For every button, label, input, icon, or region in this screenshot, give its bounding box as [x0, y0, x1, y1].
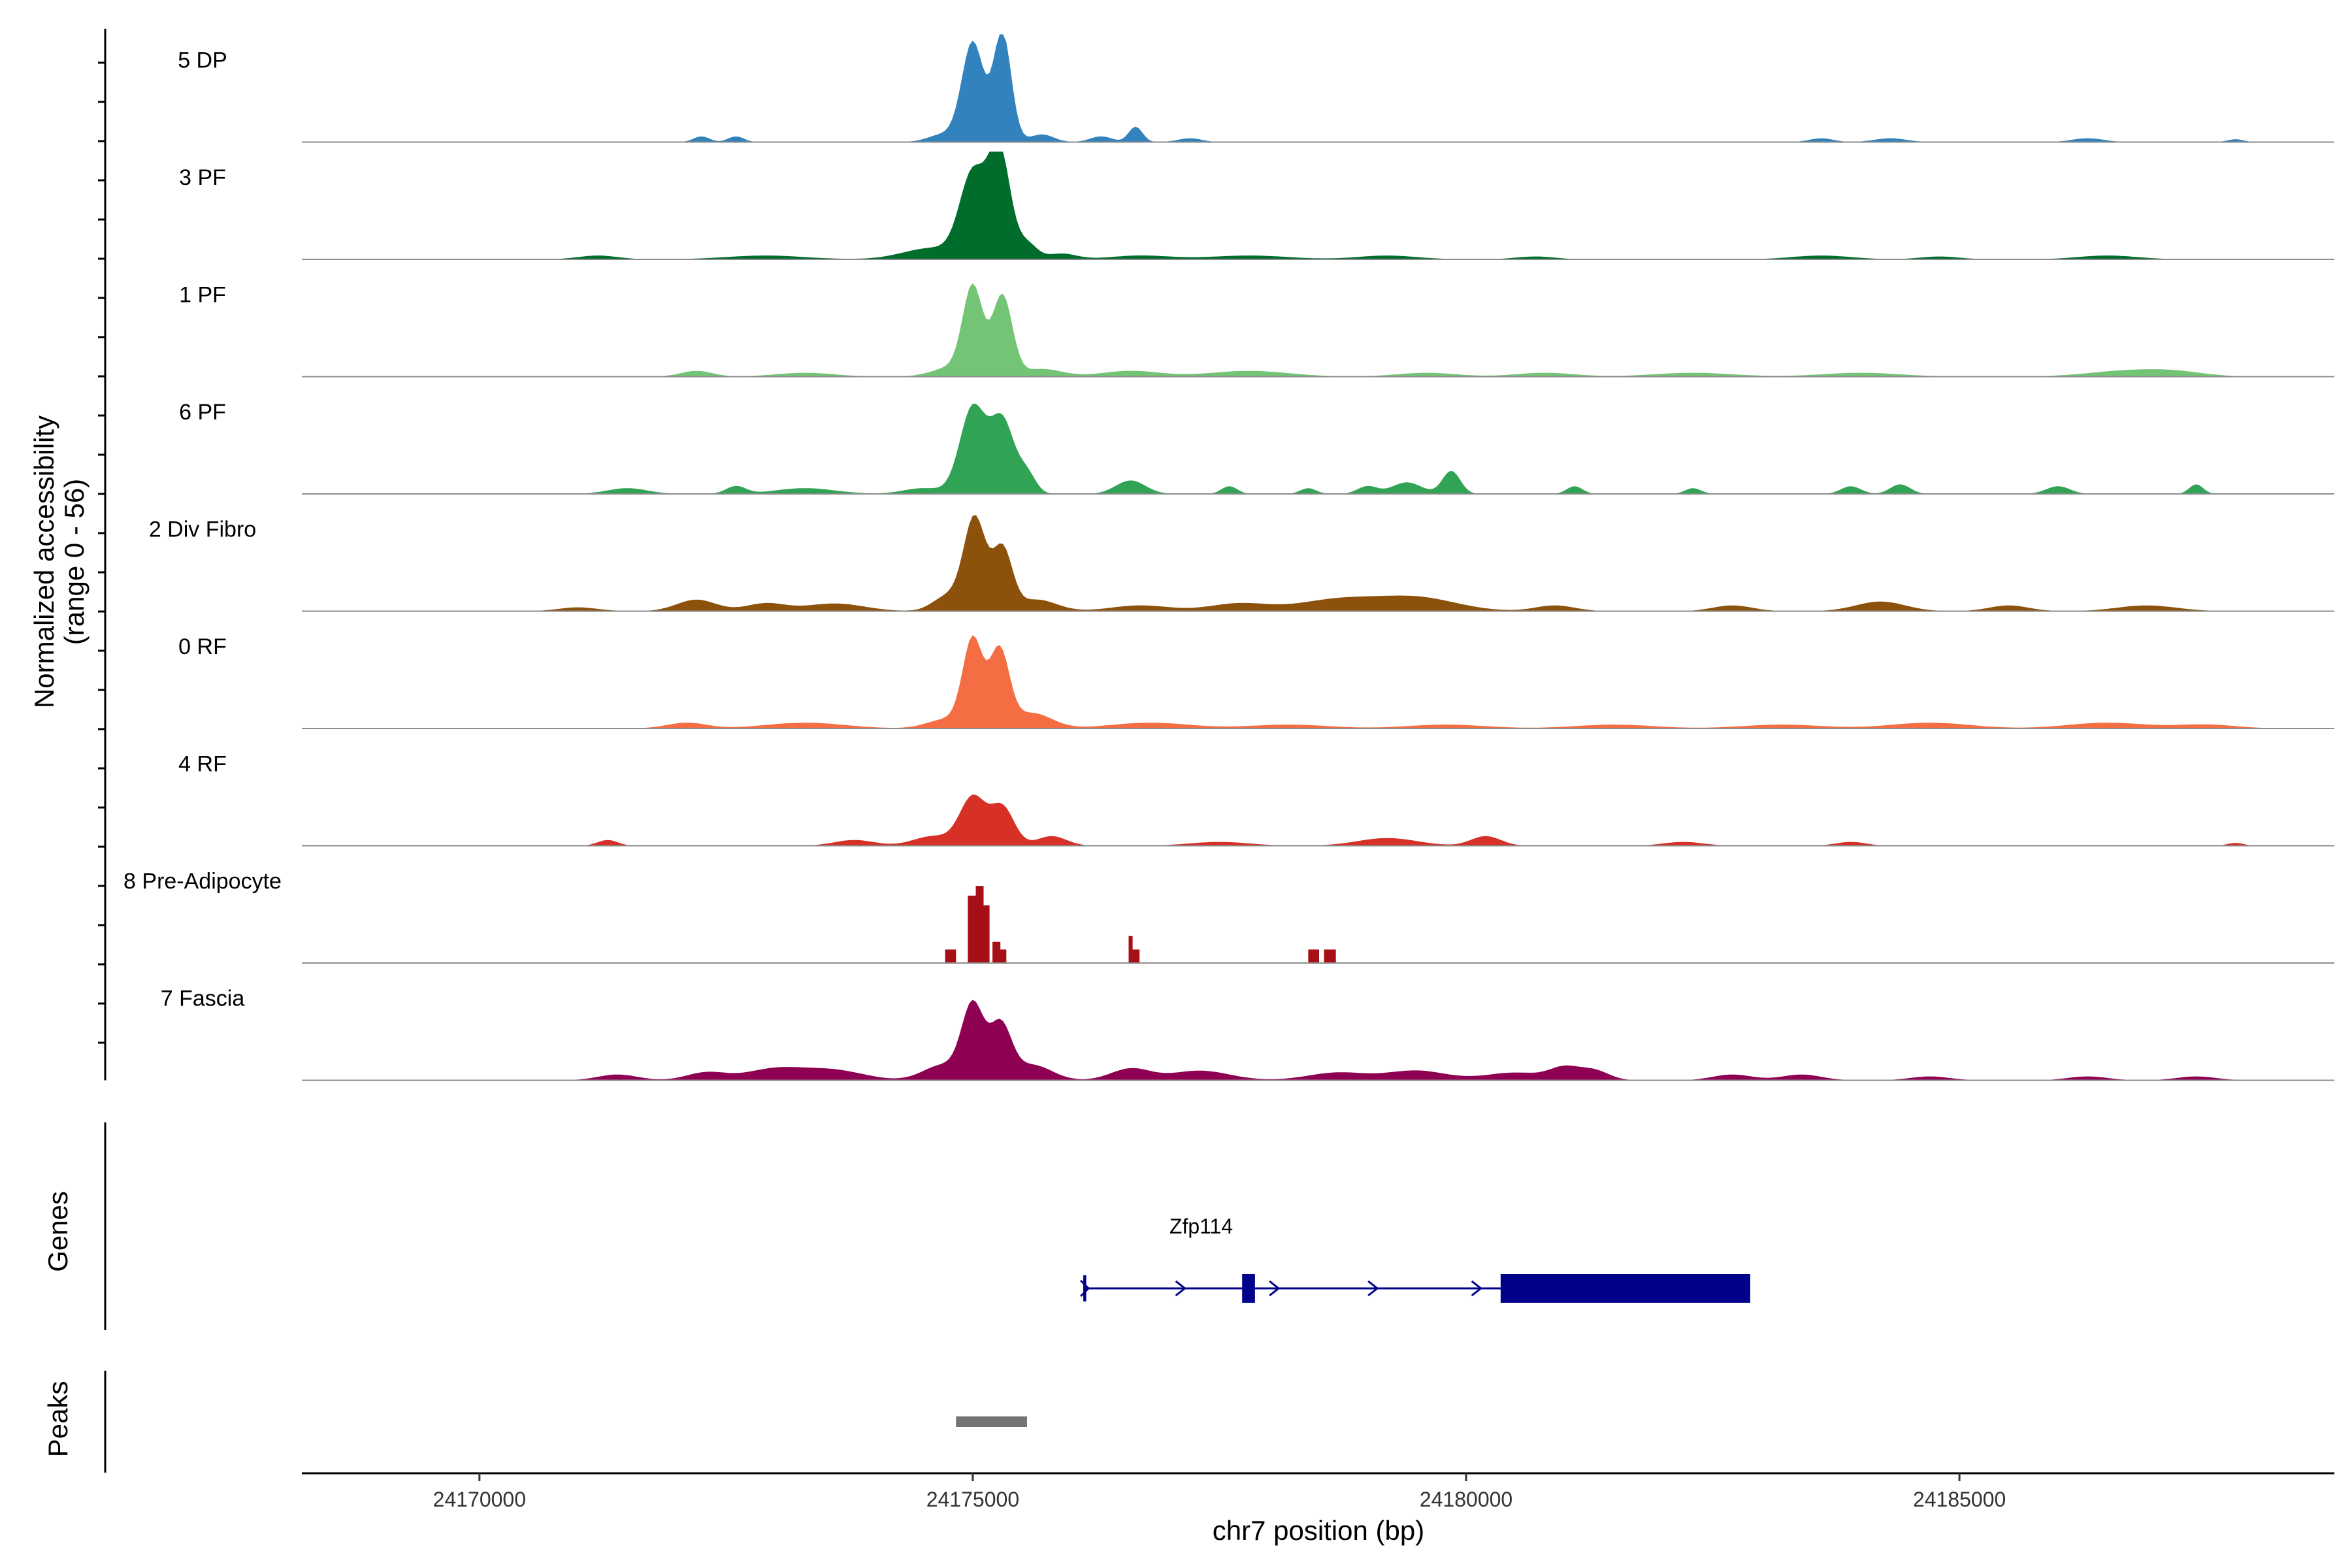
gene-track: Zfp114 — [1080, 1215, 1750, 1303]
track-8-pre-adipocyte: 8 Pre-Adipocyte — [123, 869, 2334, 964]
strand-arrow — [1175, 1280, 1187, 1297]
x-axis-ticks: 24170000 24175000 24180000 24185000 — [433, 1473, 2006, 1511]
track-4-rf: 4 RF — [178, 751, 2334, 847]
track-label: 5 DP — [178, 48, 227, 73]
track-2-div-fibro: 2 Div Fibro — [149, 515, 2334, 612]
coverage-area — [302, 403, 2334, 494]
strand-arrow — [1080, 1279, 1090, 1298]
coverage-area — [302, 635, 2334, 728]
y-axis-title-line1: Normalized accessibility — [29, 416, 59, 708]
strand-arrow — [1471, 1280, 1483, 1297]
x-tick-label: 24170000 — [433, 1488, 526, 1511]
strand-arrow — [1367, 1280, 1379, 1297]
peak-region — [956, 1416, 1027, 1427]
coverage-area — [302, 515, 2334, 612]
track-7-fascia: 7 Fascia — [161, 986, 2334, 1081]
peaks-track — [956, 1416, 1027, 1427]
y-axis-title-line2: (range 0 - 56) — [59, 479, 90, 645]
genes-axis-title: Genes — [42, 1191, 73, 1272]
gene-name-label: Zfp114 — [1169, 1215, 1233, 1238]
coverage-area — [945, 886, 1336, 963]
x-axis-title: chr7 position (bp) — [1213, 1515, 1425, 1546]
coverage-area — [302, 34, 2334, 142]
x-tick-label: 24185000 — [1913, 1488, 2006, 1511]
track-1-pf: 1 PF — [179, 282, 2334, 378]
track-label: 7 Fascia — [161, 986, 245, 1011]
strand-arrow — [1269, 1280, 1281, 1297]
coverage-area — [302, 152, 2334, 259]
track-label: 6 PF — [179, 400, 226, 425]
gene-exon — [1083, 1275, 1086, 1301]
track-0-rf: 0 RF — [178, 634, 2334, 729]
coverage-tracks: 5 DP 3 PF 1 PF 6 PF 2 Div Fibro 0 RF 4 RF 8 Pre… — [123, 34, 2334, 1081]
track-label: 3 PF — [179, 165, 226, 190]
x-tick-label: 24175000 — [926, 1488, 1019, 1511]
gene-exon — [1500, 1274, 1750, 1303]
track-5-dp: 5 DP — [178, 34, 2334, 143]
coverage-area — [302, 283, 2334, 377]
track-label: 4 RF — [178, 751, 227, 776]
peaks-axis-title: Peaks — [42, 1381, 73, 1458]
track-label: 1 PF — [179, 282, 226, 307]
track-6-pf: 6 PF — [179, 400, 2334, 495]
track-label: 2 Div Fibro — [149, 517, 256, 542]
track-3-pf: 3 PF — [179, 152, 2334, 260]
gene-exon — [1242, 1274, 1255, 1303]
coverage-area — [302, 1000, 2334, 1081]
coverage-area — [302, 794, 2334, 846]
x-tick-label: 24180000 — [1420, 1488, 1512, 1511]
left-axis — [98, 29, 106, 1081]
track-label: 0 RF — [178, 634, 227, 659]
track-label: 8 Pre-Adipocyte — [123, 869, 282, 894]
